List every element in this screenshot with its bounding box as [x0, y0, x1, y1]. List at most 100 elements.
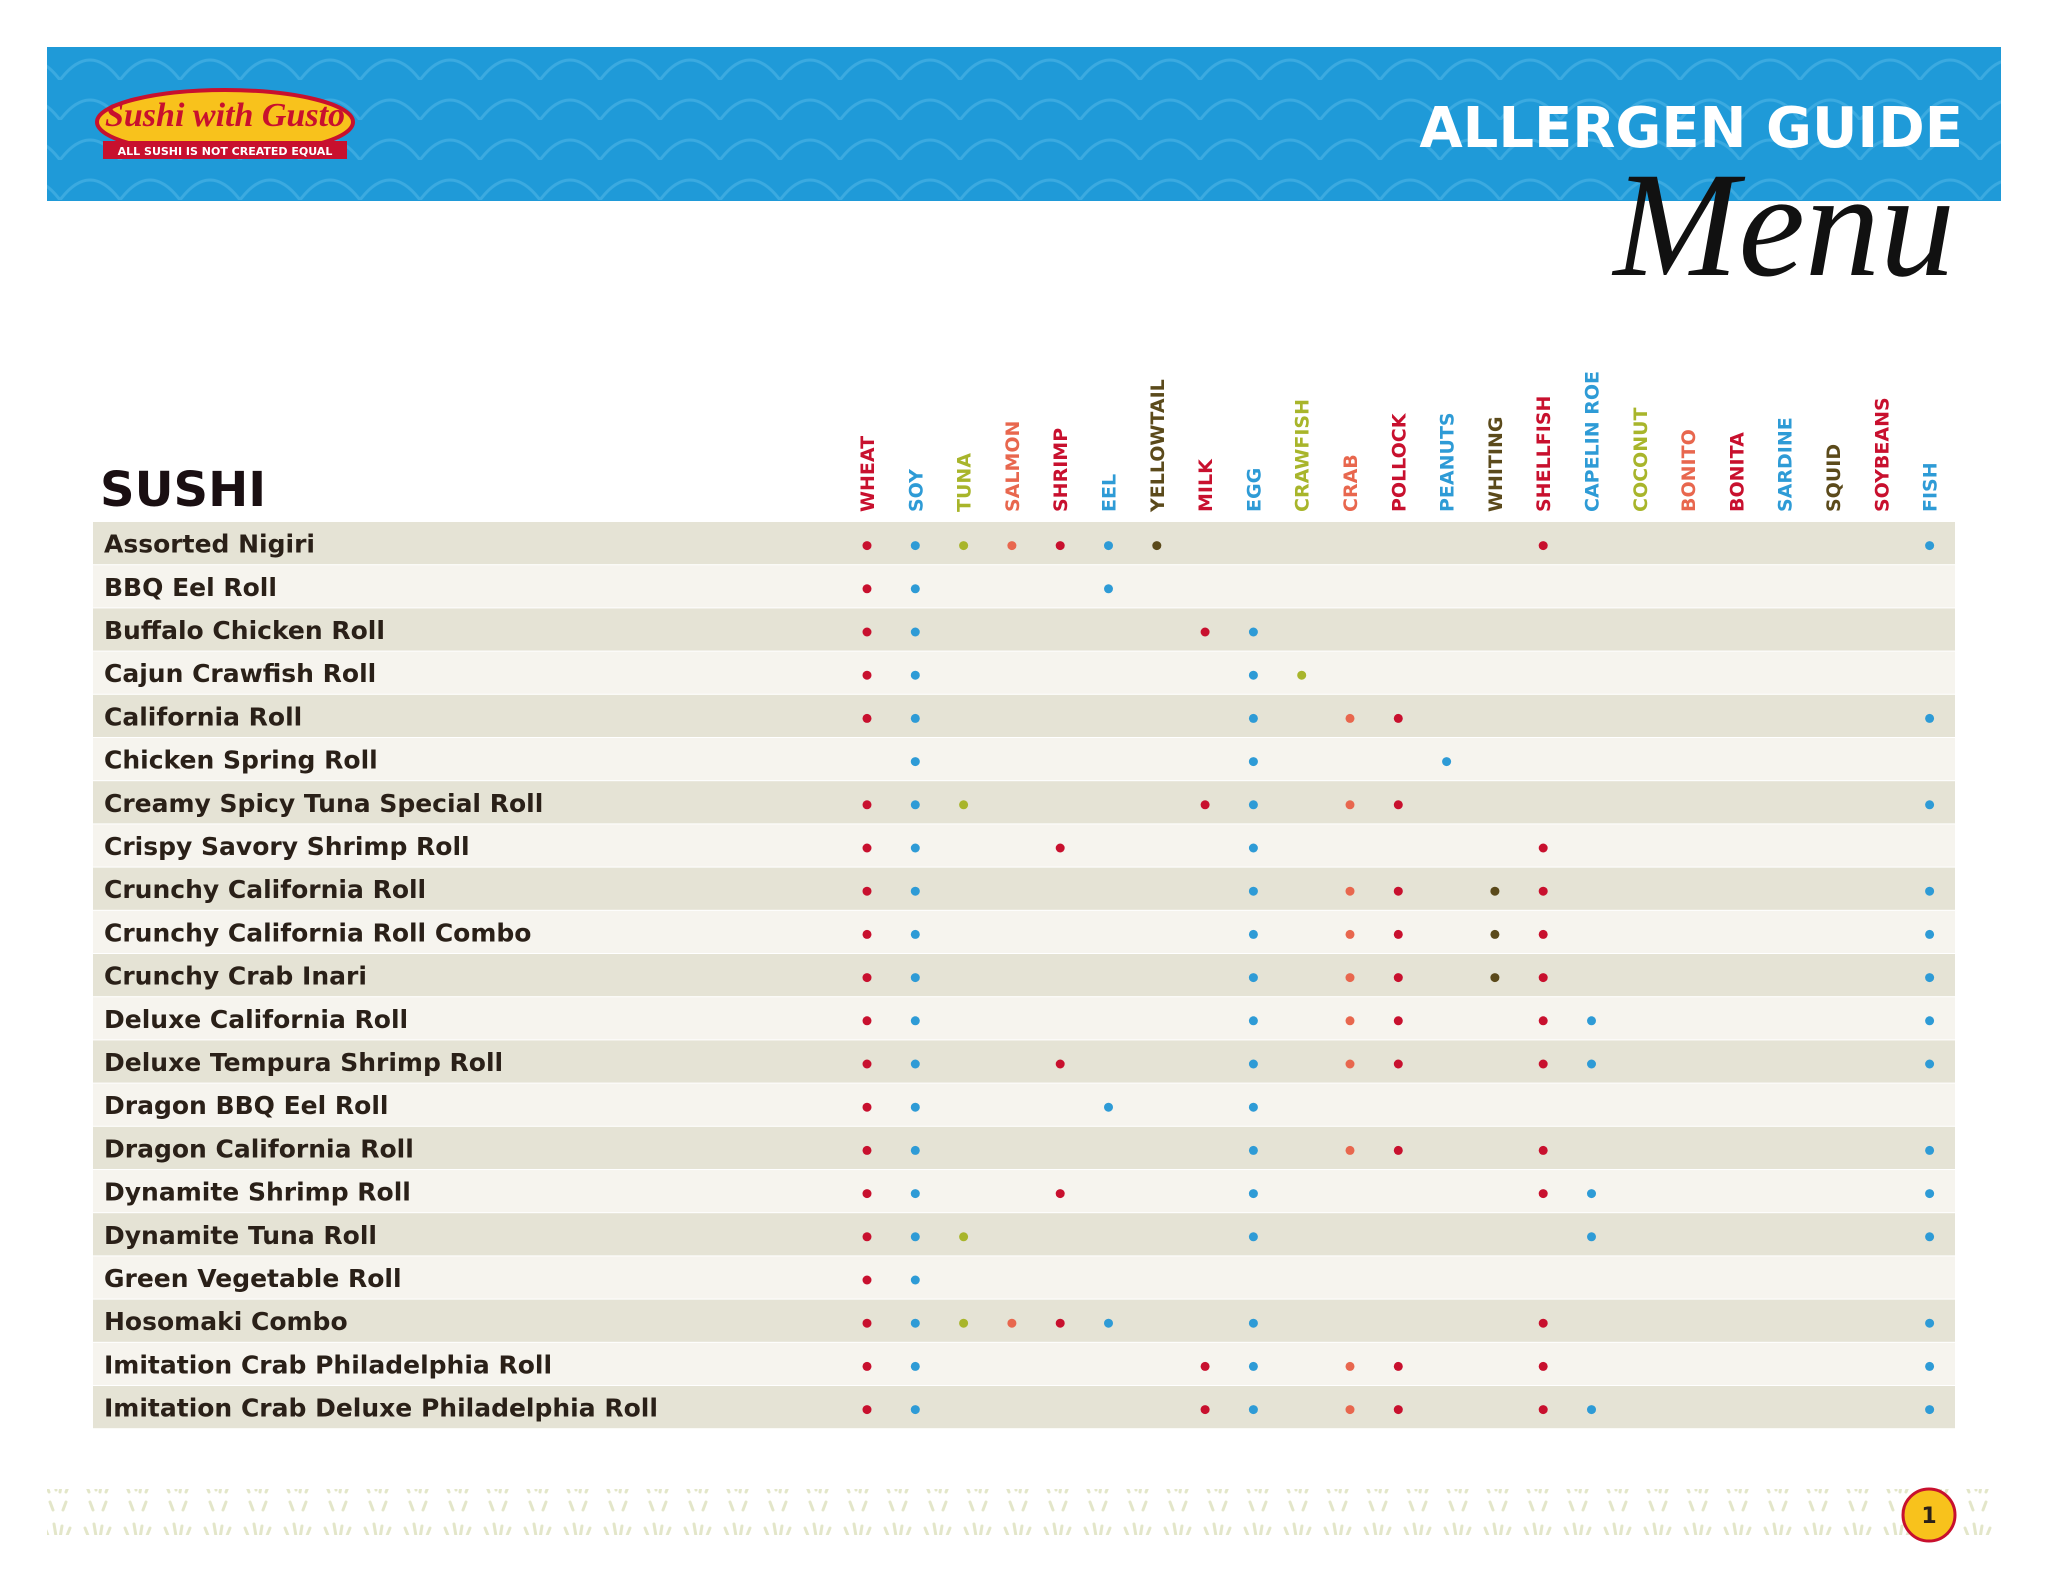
row-background — [93, 1170, 1955, 1213]
column-header: EEL — [1099, 474, 1121, 512]
row-name: Dragon California Roll — [104, 1134, 414, 1163]
allergen-dot — [1925, 1016, 1935, 1026]
allergen-dot — [1442, 757, 1452, 767]
row-name: Dynamite Shrimp Roll — [104, 1178, 411, 1207]
row-name: Cajun Crawfish Roll — [104, 659, 376, 688]
column-header: SHRIMP — [1050, 428, 1072, 512]
footer-pattern — [47, 1489, 2001, 1535]
allergen-dot — [862, 1145, 872, 1155]
allergen-dot — [862, 1102, 872, 1112]
allergen-dot — [1248, 1059, 1258, 1069]
allergen-dot — [1248, 886, 1258, 896]
column-header: BONITO — [1678, 429, 1700, 512]
allergen-dot — [1248, 800, 1258, 810]
allergen-dot — [1345, 973, 1355, 983]
allergen-dot — [910, 757, 920, 767]
column-header: SOY — [905, 469, 927, 512]
allergen-dot — [1248, 627, 1258, 637]
row-background — [93, 651, 1955, 694]
allergen-dot — [1538, 1189, 1548, 1199]
allergen-dot — [910, 1016, 920, 1026]
allergen-dot — [1587, 1189, 1596, 1199]
allergen-dot — [1345, 1405, 1355, 1415]
allergen-dot — [862, 584, 872, 594]
allergen-dot — [1925, 1232, 1935, 1242]
allergen-dot — [1925, 1145, 1935, 1155]
row-name: Assorted Nigiri — [104, 530, 315, 559]
allergen-dot — [1393, 1361, 1403, 1371]
allergen-dot — [1345, 713, 1355, 723]
column-header: POLLOCK — [1388, 412, 1410, 512]
row-name: Buffalo Chicken Roll — [104, 616, 385, 645]
allergen-dot — [862, 670, 872, 680]
allergen-dot — [1297, 670, 1307, 680]
allergen-dot — [1490, 973, 1500, 983]
column-header: TUNA — [954, 453, 976, 512]
column-header: SALMON — [1002, 421, 1024, 512]
allergen-dot — [1925, 973, 1935, 983]
allergen-dot — [862, 1361, 872, 1371]
allergen-dot — [1538, 1059, 1548, 1069]
row-background — [93, 1083, 1955, 1126]
allergen-dot — [1538, 929, 1548, 939]
column-header: SHELLFISH — [1533, 396, 1555, 512]
allergen-dot — [910, 1102, 920, 1112]
allergen-dot — [1104, 541, 1113, 551]
table: WHEAT SOY TUNA SALMON SHRIMP EEL YELLOWTAIL MIL… — [93, 371, 1955, 1429]
allergen-dot — [959, 800, 969, 810]
allergen-dot — [1248, 1016, 1258, 1026]
allergen-dot — [910, 1059, 920, 1069]
allergen-dot — [1248, 757, 1258, 767]
column-header: WHEAT — [857, 436, 879, 512]
row-background — [93, 867, 1955, 910]
row-name: Creamy Spicy Tuna Special Roll — [104, 789, 543, 818]
title: ALLERGEN GUIDE — [1419, 96, 1963, 161]
allergen-dot — [1055, 1318, 1065, 1328]
allergen-dot — [1104, 1318, 1113, 1328]
banner-pattern — [47, 47, 2001, 201]
row-name: California Roll — [104, 702, 302, 731]
allergen-dot — [1248, 1232, 1258, 1242]
allergen-dot — [862, 886, 872, 896]
allergen-dot — [1200, 1361, 1210, 1371]
allergen-dot — [862, 929, 872, 939]
allergen-dot — [1345, 886, 1355, 896]
row-background — [93, 997, 1955, 1040]
allergen-dot — [910, 973, 920, 983]
allergen-dot — [1393, 1145, 1403, 1155]
allergen-dot — [1393, 929, 1403, 939]
allergen-dot — [1538, 1405, 1548, 1415]
allergen-dot — [1538, 541, 1548, 551]
row-name: Deluxe California Roll — [104, 1005, 408, 1034]
allergen-dot — [1587, 1059, 1596, 1069]
row-background — [93, 608, 1955, 651]
column-header: YELLOWTAIL — [1147, 379, 1169, 513]
tagline-ribbon — [103, 141, 347, 159]
allergen-dot — [910, 1232, 920, 1242]
row-name: Crispy Savory Shrimp Roll — [104, 832, 470, 861]
allergen-dot — [1248, 1361, 1258, 1371]
allergen-dot — [862, 1275, 872, 1285]
allergen-dot — [1055, 541, 1065, 551]
allergen-dot — [862, 800, 872, 810]
allergen-dot — [1248, 713, 1258, 723]
allergen-dot — [1925, 1361, 1935, 1371]
row-name: Hosomaki Combo — [104, 1307, 348, 1336]
allergen-dot — [1345, 1145, 1355, 1155]
allergen-dot — [910, 1189, 920, 1199]
allergen-dot — [1200, 627, 1210, 637]
row-name: Crunchy Crab Inari — [104, 962, 367, 991]
allergen-dot — [959, 1318, 969, 1328]
row-background — [93, 910, 1955, 953]
column-header: SOYBEANS — [1871, 397, 1893, 512]
page-number: 1 — [1921, 1504, 1936, 1529]
allergen-dot — [1538, 886, 1548, 896]
allergen-dot — [862, 627, 872, 637]
column-header: EGG — [1243, 468, 1265, 512]
allergen-dot — [1538, 973, 1548, 983]
allergen-dot — [910, 670, 920, 680]
allergen-dot — [1200, 1405, 1210, 1415]
allergen-dot — [1248, 929, 1258, 939]
allergen-dot — [910, 886, 920, 896]
